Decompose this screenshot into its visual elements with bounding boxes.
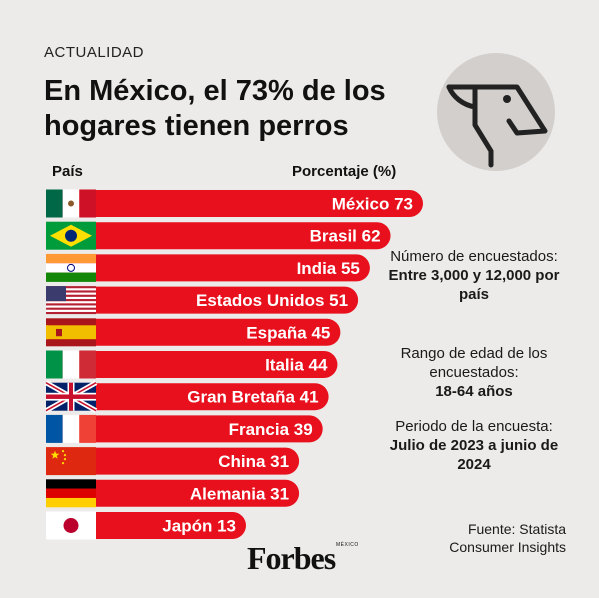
age-range-label: Rango de edad de los encuestados: — [400, 345, 548, 381]
bar — [46, 447, 300, 475]
forbes-logo-edition: MÉXICO — [336, 542, 359, 548]
bar — [46, 479, 300, 507]
bar-row: México 73 — [46, 189, 423, 218]
france-flag-icon — [46, 414, 96, 443]
uk-flag-icon — [44, 380, 98, 413]
bar-row: Gran Bretaña 41 — [44, 380, 329, 413]
bar — [46, 222, 391, 250]
bar — [46, 415, 323, 443]
japan-flag-icon — [46, 511, 96, 540]
source-note: Fuente: Statista Consumer Insights — [449, 521, 566, 555]
bar — [46, 318, 341, 346]
bar-row: Estados Unidos 51 — [46, 286, 359, 315]
bar-data-label: India 55 — [297, 259, 360, 278]
dog-badge — [437, 53, 555, 171]
bar-row: India 55 — [46, 253, 370, 282]
bar-row: España 45 — [46, 318, 341, 347]
survey-period-label: Periodo de la encuesta: — [395, 418, 553, 435]
bar — [46, 383, 329, 411]
respondents-value: Entre 3,000 y 12,000 por país — [388, 267, 560, 303]
spain-flag-icon — [46, 318, 96, 347]
respondents-label: Número de encuestados: — [390, 248, 558, 265]
section-kicker: ACTUALIDAD — [44, 44, 145, 61]
bar-data-label: Brasil 62 — [310, 227, 381, 246]
forbes-logo: Forbes — [247, 540, 336, 576]
bar-row: Alemania 31 — [46, 479, 300, 508]
india-flag-icon — [46, 253, 96, 282]
column-header-country: País — [52, 163, 83, 180]
dog-head-icon — [446, 84, 548, 168]
bar-data-label: Francia 39 — [229, 420, 313, 439]
survey-period-value: Julio de 2023 a junio de 2024 — [389, 437, 559, 473]
usa-flag-icon — [46, 286, 96, 315]
bar-data-label: España 45 — [246, 323, 330, 342]
bar-data-label: China 31 — [218, 452, 289, 471]
survey-period-info: Periodo de la encuesta: Julio de 2023 a … — [384, 417, 564, 474]
bar — [46, 190, 423, 217]
brazil-flag-icon — [46, 221, 96, 250]
bar-row: Italia 44 — [46, 350, 338, 379]
bar — [46, 254, 370, 282]
bar-row: Brasil 62 — [46, 221, 391, 250]
bar-data-label: Gran Bretaña 41 — [187, 388, 318, 407]
bar-data-label: Estados Unidos 51 — [196, 291, 348, 310]
bar-data-label: Italia 44 — [265, 356, 328, 375]
bar-data-label: México 73 — [332, 195, 413, 214]
bar-row: Japón 13 — [46, 511, 246, 540]
china-flag-icon — [46, 447, 96, 476]
mexico-flag-icon — [46, 189, 96, 218]
bar — [46, 351, 338, 378]
bar-row: China 31 — [46, 447, 300, 476]
age-range-value: 18-64 años — [435, 383, 513, 400]
bar-data-label: Japón 13 — [162, 517, 236, 536]
italy-flag-icon — [46, 350, 96, 379]
column-header-percentage: Porcentaje (%) — [292, 163, 397, 180]
age-range-info: Rango de edad de los encuestados: 18-64 … — [384, 344, 564, 401]
page-title: En México, el 73% de los hogares tienen … — [44, 75, 386, 142]
bar-row: Francia 39 — [46, 414, 323, 443]
bar — [46, 286, 359, 314]
respondents-info: Número de encuestados: Entre 3,000 y 12,… — [384, 247, 564, 304]
bar-data-label: Alemania 31 — [190, 484, 289, 503]
germany-flag-icon — [46, 479, 96, 508]
